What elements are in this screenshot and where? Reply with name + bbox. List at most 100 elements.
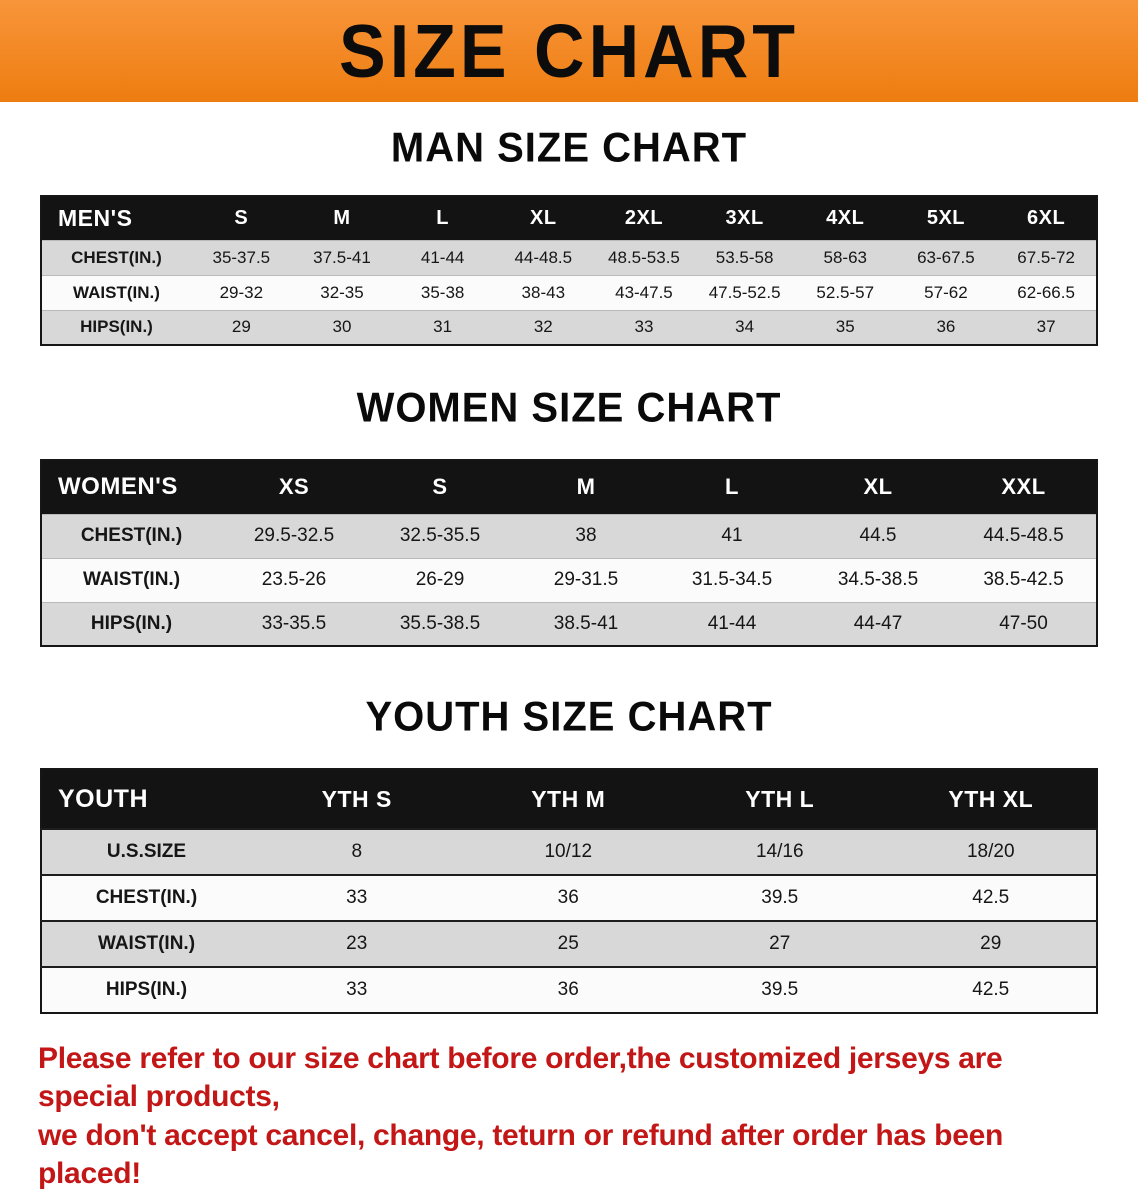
men-size-header-cell: 2XL [593,196,695,240]
youth-section-heading: YOUTH SIZE CHART [365,693,773,741]
value-cell: 62-66.5 [996,274,1097,310]
value-cell: 42.5 [885,874,1097,921]
row-label-cell: U.S.SIZE [41,828,251,875]
value-cell: 36 [462,966,674,1013]
value-cell: 57-62 [895,274,997,310]
value-cell: 14/16 [674,828,886,875]
men-size-header-cell: 3XL [694,196,795,240]
value-cell: 31.5-34.5 [659,557,805,602]
row-label-cell: CHEST(IN.) [41,513,221,558]
value-cell: 23.5-26 [221,557,367,602]
value-cell: 39.5 [674,874,886,921]
disclaimer: Please refer to our size chart before or… [38,1040,1100,1194]
youth-size-header-cell: YTH XL [885,769,1097,829]
value-cell: 33-35.5 [221,601,367,646]
women-section-heading: WOMEN SIZE CHART [356,384,782,432]
women-size-header-cell: XL [805,460,951,514]
men-size-header-cell: 4XL [794,196,896,240]
value-cell: 34 [694,309,795,345]
women-size-header-cell: XXL [951,460,1097,514]
value-cell: 29-32 [191,274,292,310]
men-size-header-cell: 5XL [895,196,997,240]
value-cell: 41-44 [392,239,493,275]
value-cell: 38 [513,513,659,558]
disclaimer-line-2: we don't accept cancel, change, teturn o… [38,1118,1003,1191]
women-table-row: HIPS(IN.) 33-35.5 35.5-38.5 38.5-41 41-44 44-… [41,601,1097,646]
value-cell: 47.5-52.5 [694,274,795,310]
value-cell: 41 [659,513,805,558]
value-cell: 18/20 [885,828,1097,875]
youth-table-row: WAIST(IN.) 23 25 27 29 [41,920,1097,967]
value-cell: 67.5-72 [996,239,1097,275]
row-label-cell: HIPS(IN.) [41,601,221,646]
value-cell: 23 [251,920,463,967]
value-cell: 32-35 [291,274,393,310]
value-cell: 37.5-41 [291,239,393,275]
value-cell: 33 [593,309,695,345]
value-cell: 38.5-41 [513,601,659,646]
men-size-header-cell: 6XL [996,196,1097,240]
value-cell: 52.5-57 [794,274,896,310]
youth-table-row: U.S.SIZE 8 10/12 14/16 18/20 [41,828,1097,875]
row-label-cell: HIPS(IN.) [41,966,251,1013]
value-cell: 30 [291,309,393,345]
value-cell: 32.5-35.5 [367,513,513,558]
value-cell: 47-50 [951,601,1097,646]
row-label-cell: WAIST(IN.) [41,920,251,967]
value-cell: 53.5-58 [694,239,795,275]
value-cell: 35-38 [392,274,493,310]
women-size-header-cell: L [659,460,805,514]
value-cell: 38-43 [492,274,594,310]
row-label-cell: CHEST(IN.) [41,239,191,275]
women-size-table: WOMEN'S XS S M L XL XXL CHEST(IN.) 29.5-32.5 32.5… [40,459,1098,647]
men-table-row: WAIST(IN.) 29-32 32-35 35-38 38-43 43-47.5 47.… [41,274,1097,310]
value-cell: 35.5-38.5 [367,601,513,646]
youth-size-header-cell: YTH L [674,769,886,829]
value-cell: 29 [191,309,292,345]
women-header-row: WOMEN'S XS S M L XL XXL [41,460,1097,514]
value-cell: 41-44 [659,601,805,646]
value-cell: 38.5-42.5 [951,557,1097,602]
value-cell: 35 [794,309,896,345]
value-cell: 44.5 [805,513,951,558]
value-cell: 29 [885,920,1097,967]
women-size-header-cell: XS [221,460,367,514]
women-size-section: WOMEN SIZE CHART WOMEN'S XS S M L XL XXL CHEST(I… [0,384,1138,647]
men-size-table: MEN'S S M L XL 2XL 3XL 4XL 5XL 6XL CHEST(IN.) 35-37… [40,195,1098,346]
men-size-header-cell: XL [492,196,594,240]
row-label-cell: WAIST(IN.) [41,274,191,310]
youth-header-row: YOUTH YTH S YTH M YTH L YTH XL [41,769,1097,829]
value-cell: 42.5 [885,966,1097,1013]
value-cell: 25 [462,920,674,967]
value-cell: 44-48.5 [492,239,594,275]
value-cell: 33 [251,874,463,921]
youth-table-row: HIPS(IN.) 33 36 39.5 42.5 [41,966,1097,1013]
row-label-cell: CHEST(IN.) [41,874,251,921]
youth-size-section: YOUTH SIZE CHART YOUTH YTH S YTH M YTH L YTH … [0,693,1138,1014]
row-label-cell: HIPS(IN.) [41,309,191,345]
size-chart-sections: MAN SIZE CHART MEN'S S M L XL 2XL 3XL 4XL 5XL 6XL C… [0,124,1138,1014]
youth-size-table: YOUTH YTH S YTH M YTH L YTH XL U.S.SIZE 8 10/12… [40,768,1098,1014]
men-table-row: CHEST(IN.) 35-37.5 37.5-41 41-44 44-48.5 48.5… [41,239,1097,275]
value-cell: 27 [674,920,886,967]
youth-size-header-cell: YTH M [462,769,674,829]
men-section-heading: MAN SIZE CHART [390,124,748,172]
men-table-title-cell: MEN'S [41,196,191,240]
value-cell: 26-29 [367,557,513,602]
value-cell: 34.5-38.5 [805,557,951,602]
women-size-header-cell: S [367,460,513,514]
value-cell: 8 [251,828,463,875]
youth-size-header-cell: YTH S [251,769,463,829]
value-cell: 43-47.5 [593,274,695,310]
women-table-row: WAIST(IN.) 23.5-26 26-29 29-31.5 31.5-34.5 34… [41,557,1097,602]
youth-table-title-cell: YOUTH [41,769,251,829]
value-cell: 10/12 [462,828,674,875]
value-cell: 36 [462,874,674,921]
women-table-row: CHEST(IN.) 29.5-32.5 32.5-35.5 38 41 44.5 44.5… [41,513,1097,558]
page-title: SIZE CHART [339,8,799,94]
value-cell: 44-47 [805,601,951,646]
women-size-header-cell: M [513,460,659,514]
men-size-header-cell: M [291,196,393,240]
men-size-header-cell: L [392,196,493,240]
